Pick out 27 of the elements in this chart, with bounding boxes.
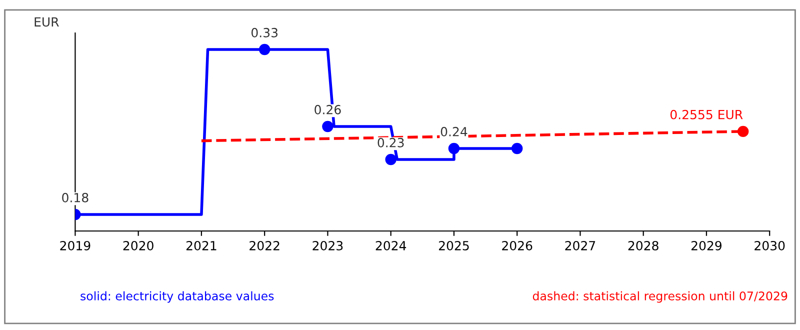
point [737,126,749,138]
point [322,120,334,132]
point [385,154,396,166]
x-tick-label: 2023 [312,240,343,250]
x-tick-label: 2029 [691,240,722,250]
x-tick-label: 2020 [123,240,154,250]
x-tick-label: 2027 [565,240,596,250]
data-label: 0.18 [62,192,88,202]
x-tick-label: 2024 [376,240,406,250]
x-tick-label: 2028 [628,240,658,250]
data-label: 0.2555 EUR [670,110,743,120]
y-axis-title: EUR [34,17,59,27]
x-tick-label: 2022 [250,240,280,250]
x-tick-label: 2026 [502,240,532,250]
data-label: 0.24 [440,126,468,136]
point [448,142,460,154]
point [511,142,523,154]
data-label: 0.26 [314,104,341,114]
data-label: 0.23 [378,138,404,148]
x-tick-label: 2019 [60,240,90,250]
text: dashed: statistical regression until 07/2029 [532,291,788,303]
text: solid: electricity database values [80,291,274,303]
x-tick-label: 2025 [438,240,469,250]
x-tick-label: 2030 [754,240,785,250]
point [258,44,270,56]
data-label: 0.33 [251,28,278,38]
x-tick-label: 2021 [186,240,216,250]
